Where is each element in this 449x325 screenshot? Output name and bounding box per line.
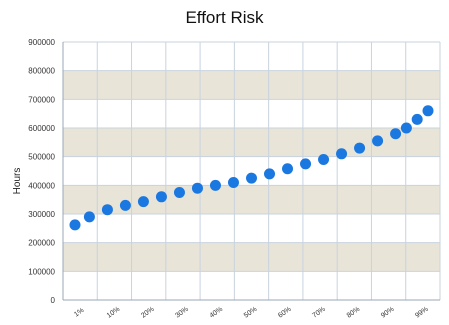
y-tick-label: 100000 — [28, 267, 55, 276]
x-tick-label: 1% — [73, 307, 85, 319]
data-point — [264, 168, 276, 180]
grid-band — [63, 70, 440, 100]
x-tick-label: 20% — [140, 306, 155, 320]
y-tick-label: 0 — [51, 296, 56, 305]
x-tick-label: 80% — [346, 306, 361, 320]
data-point — [173, 187, 185, 198]
x-tick-label: 99% — [414, 306, 429, 320]
y-tick-label: 700000 — [28, 95, 55, 104]
x-tick-label: 10% — [106, 306, 121, 320]
y-tick-label: 600000 — [28, 124, 55, 133]
data-point — [209, 179, 221, 191]
data-point — [354, 142, 366, 154]
y-axis-label: Hours — [12, 168, 23, 195]
data-point — [372, 135, 384, 147]
data-point — [83, 211, 95, 223]
data-point — [336, 148, 348, 160]
data-point — [300, 158, 312, 170]
grid-band — [63, 128, 440, 157]
data-point — [390, 128, 402, 140]
x-tick-label: 50% — [243, 306, 258, 320]
y-tick-label: 400000 — [28, 181, 55, 190]
chart-title: Effort Risk — [185, 8, 264, 27]
x-tick-label: 60% — [277, 306, 292, 320]
grid-band — [63, 242, 440, 272]
data-point — [227, 176, 239, 188]
x-tick-label: 90% — [380, 306, 395, 320]
data-point — [400, 122, 412, 134]
data-point — [155, 191, 167, 203]
grid-band — [63, 185, 440, 214]
y-tick-label: 800000 — [28, 67, 55, 76]
data-point — [282, 163, 294, 175]
y-tick-label: 300000 — [28, 210, 55, 219]
data-point — [69, 219, 81, 231]
data-point — [422, 105, 434, 117]
data-point — [246, 172, 257, 184]
y-tick-label: 900000 — [28, 38, 55, 47]
data-point — [119, 199, 131, 211]
x-tick-label: 30% — [174, 306, 189, 320]
x-tick-label: 40% — [209, 306, 224, 320]
x-tick-label: 70% — [311, 306, 326, 320]
data-point — [137, 196, 149, 208]
y-tick-label: 500000 — [28, 153, 55, 162]
data-point — [101, 204, 113, 216]
data-point — [411, 113, 423, 125]
data-point — [318, 154, 330, 166]
y-tick-label: 200000 — [28, 239, 55, 248]
data-point — [191, 182, 203, 194]
